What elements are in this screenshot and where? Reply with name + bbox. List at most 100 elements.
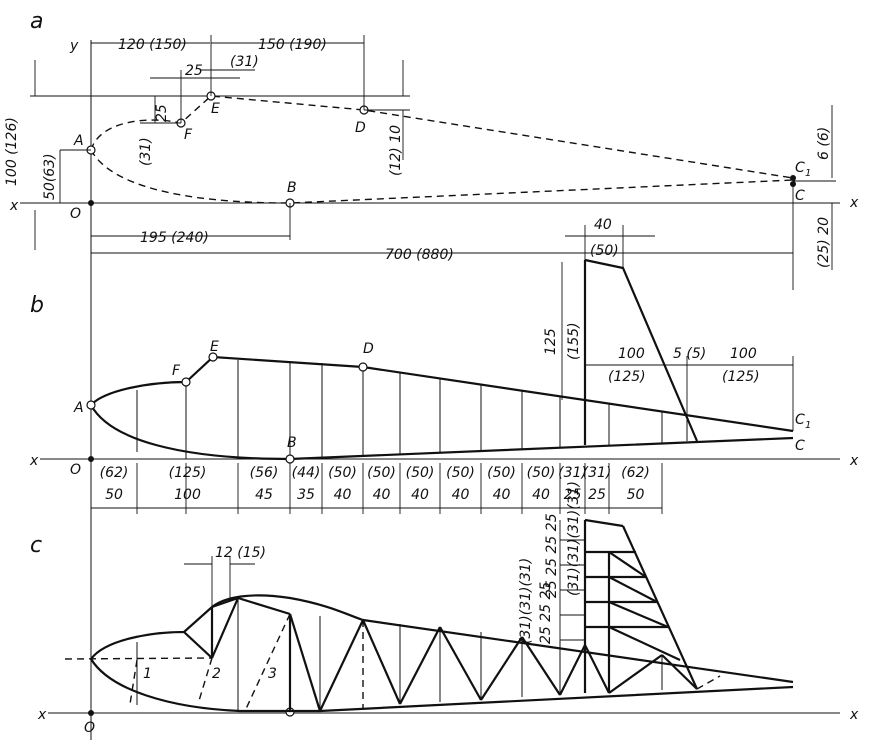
truss-members-c [183, 518, 699, 712]
profile-lower-dashed [90, 149, 794, 204]
point-a-label-b: A [73, 400, 84, 416]
panel-label-a: a [30, 9, 43, 34]
station-dim-bottom: 40 [532, 487, 550, 503]
x-axis-label-left-b: x [29, 453, 39, 469]
fin-dims-top: (31)(31)(31)(31) [566, 481, 582, 596]
point-c-label: C [795, 188, 805, 204]
station-dim-bottom: 25 [564, 487, 582, 503]
dim-a-31v: (31) [138, 137, 154, 166]
point-c1-label-b: C [795, 412, 805, 428]
panel-label-b: b [30, 293, 44, 318]
dim-b-5: 5 (5) [673, 346, 706, 362]
x-axis-label-right-c: x [849, 707, 859, 723]
station-dim-bottom: 100 [174, 487, 201, 503]
dim-a-120: 120 (150) [118, 37, 187, 53]
point-b-label-b: B [287, 435, 297, 451]
station-dim-top: (50) [406, 465, 435, 481]
dim-a-195: 195 (240) [140, 230, 209, 246]
station-dim-top: (50) [487, 465, 516, 481]
station-dim-bottom: 50 [105, 487, 123, 503]
fuselage-upper-c [90, 594, 794, 684]
station-dim-top: (50) [328, 465, 357, 481]
station-dim-bottom: 25 [588, 487, 606, 503]
panel-label-c: c [30, 533, 42, 558]
station-dim-top: (50) [446, 465, 475, 481]
x-axis-label-right-b: x [849, 453, 859, 469]
fuselage-lower-c [90, 658, 794, 713]
fin-dims-left: (31)(31)(31) [518, 558, 534, 644]
point-a-label: A [73, 133, 84, 149]
fin-dims-left-bot: 25 25 25 [538, 582, 554, 644]
point-c1-dot [790, 175, 796, 181]
station-dim-top: (125) [169, 465, 207, 481]
origin-label-b: O [70, 462, 81, 478]
origin-label-a: O [70, 206, 81, 222]
origin-dot-b [88, 456, 94, 462]
station-dim-bottom: 40 [493, 487, 511, 503]
fin-dims-bot: 25 25 25 25 [544, 513, 560, 598]
origin-dot-c [88, 710, 94, 716]
x-axis-label-left-a: x [9, 198, 19, 214]
profile-lower-b [90, 404, 794, 461]
dimension-lines-a [34, 35, 836, 290]
station-dim-bottom: 40 [411, 487, 429, 503]
station-dim-top: (50) [527, 465, 556, 481]
point-e-label-b: E [210, 339, 219, 355]
dim-b-100a: 100 [618, 346, 645, 362]
point-c-label-b: C [795, 438, 805, 454]
dim-a-25: 25 [185, 63, 203, 79]
dimension-lines-c [184, 520, 585, 645]
dim-b-125a: (125) [608, 369, 646, 385]
point-f-label: F [184, 127, 193, 143]
station-dim-top: (62) [100, 465, 129, 481]
point-c1-subscript-b: 1 [805, 420, 811, 431]
profile-upper-b [90, 355, 794, 433]
station-dim-top: (31) [583, 465, 612, 481]
station-dim-top: (44) [292, 465, 321, 481]
station-dim-bottom: 45 [255, 487, 273, 503]
point-b-label: B [287, 180, 297, 196]
station-dim-top: (31) [558, 465, 587, 481]
member-label-2: 2 [212, 666, 221, 682]
station-dimension-row: (62) 50 (125) 100 (56) 45 (44) 35 (50) 40 (50) 40 (5… [90, 463, 663, 514]
y-axis-label: y [69, 38, 79, 54]
point-a-marker-b [86, 400, 96, 410]
dim-b-155: (155) [566, 322, 582, 360]
panel-c: c x x O [30, 481, 859, 736]
x-axis-label-left-c: x [37, 707, 47, 723]
dim-c-12: 12 (15) [215, 545, 266, 561]
x-axis-label-right-a: x [849, 195, 859, 211]
dim-b-125b: (125) [722, 369, 760, 385]
station-dim-bottom: 40 [452, 487, 470, 503]
station-dim-bottom: 40 [373, 487, 391, 503]
dim-b-100b: 100 [730, 346, 757, 362]
point-f-label-b: F [172, 363, 181, 379]
dim-b-50: (50) [590, 243, 619, 259]
dim-b-125: 125 [543, 328, 559, 355]
profile-upper-dashed [90, 95, 794, 179]
point-d-label-b: D [363, 341, 374, 357]
point-d-marker-b [358, 362, 368, 372]
dim-a-20: (25) 20 [816, 217, 832, 268]
point-d-label: D [355, 120, 366, 136]
member-label-3: 3 [268, 666, 277, 682]
point-e-marker-b [208, 352, 218, 362]
point-c1-subscript: 1 [805, 168, 811, 179]
dim-a-12: (12) 10 [388, 125, 404, 176]
panel-b: b x x O [29, 217, 859, 514]
dim-a-31: (31) [230, 54, 259, 70]
dashed-members-c [64, 613, 721, 712]
dim-a-700: 700 (880) [385, 247, 454, 263]
station-dim-top: (56) [250, 465, 279, 481]
point-e-label: E [211, 101, 220, 117]
point-b-marker-b [285, 454, 295, 464]
station-dim-bottom: 35 [297, 487, 315, 503]
station-dim-top: (50) [367, 465, 396, 481]
panel-a: a y x x O A F E D B C 1 C [4, 9, 859, 740]
dim-a-25v: 25 [154, 104, 170, 122]
dim-a-150: 150 (190) [258, 37, 327, 53]
point-f-marker-b [181, 377, 191, 387]
dim-a-50: 50(63) [42, 153, 58, 200]
origin-label-c: O [84, 720, 95, 736]
